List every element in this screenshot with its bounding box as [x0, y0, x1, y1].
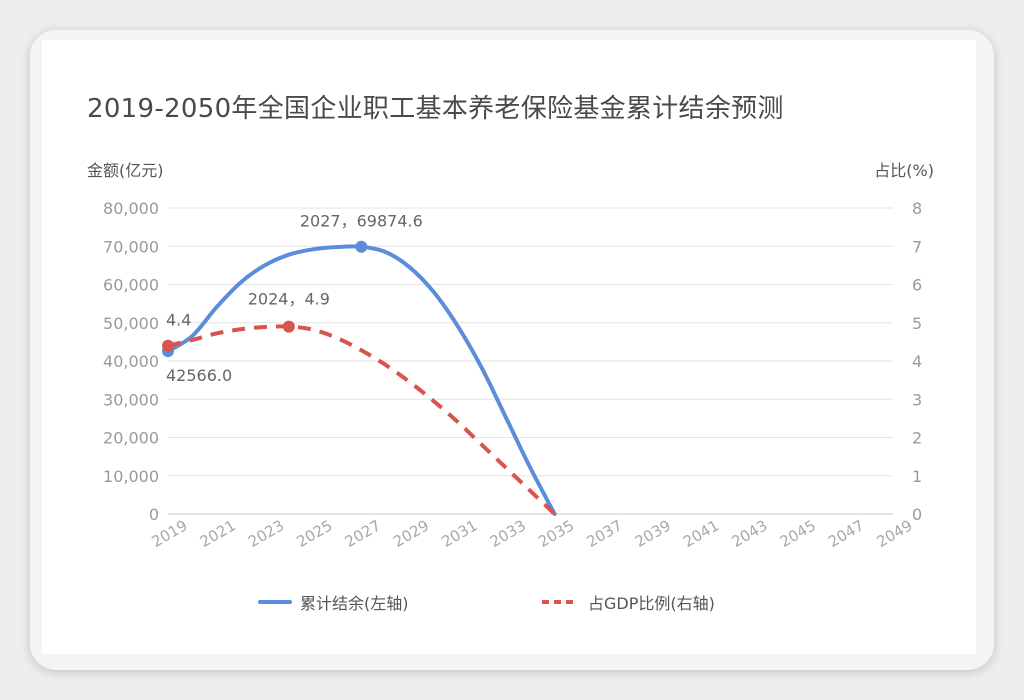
x-tick-label: 2021: [197, 516, 239, 551]
y-left-tick-label: 30,000: [103, 390, 159, 409]
x-tick-label: 2023: [245, 516, 287, 551]
chart-legend: 累计结余(左轴) 占GDP比例(右轴): [0, 590, 1024, 614]
y-left-tick-label: 80,000: [103, 199, 159, 218]
chart-title: 2019-2050年全国企业职工基本养老保险基金累计结余预测: [87, 94, 784, 124]
legend-item-gdp-ratio[interactable]: 占GDP比例(右轴): [540, 590, 715, 614]
x-tick-label: 2041: [680, 516, 722, 551]
x-tick-label: 2039: [632, 516, 674, 551]
y-left-tick-label: 0: [149, 505, 159, 524]
x-tick-label: 2043: [728, 516, 770, 551]
x-tick-label: 2027: [342, 516, 384, 551]
y-left-tick-label: 10,000: [103, 467, 159, 486]
y-right-tick-label: 6: [912, 276, 922, 295]
legend-swatch-solid: [258, 600, 292, 604]
y-right-tick-label: 1: [912, 467, 922, 486]
x-tick-label: 2045: [777, 516, 819, 551]
legend-label-balance: 累计结余(左轴): [300, 594, 409, 613]
legend-swatch-dashed: [542, 600, 578, 604]
x-tick-label: 2035: [535, 516, 577, 551]
y-left-tick-label: 60,000: [103, 276, 159, 295]
x-tick-label: 2025: [293, 516, 335, 551]
window-frame: [30, 30, 994, 670]
series-line-gdp-ratio: [167, 324, 557, 516]
y-right-tick-label: 5: [912, 314, 922, 333]
data-point-marker: [355, 240, 368, 253]
chart-card: [42, 40, 976, 654]
y-left-tick-label: 40,000: [103, 352, 159, 371]
data-label: 2024，4.9: [248, 290, 330, 309]
x-tick-label: 2049: [873, 516, 915, 551]
data-point-marker: [162, 339, 174, 352]
data-label: 4.4: [166, 311, 191, 330]
y-right-axis-title: 占比(%): [874, 161, 934, 180]
x-tick-label: 2029: [390, 516, 432, 551]
data-label: 2027，69874.6: [300, 212, 423, 231]
x-tick-label: 2033: [487, 516, 529, 551]
y-left-axis-title: 金额(亿元): [87, 161, 164, 180]
y-right-tick-label: 0: [912, 505, 922, 524]
x-tick-label: 2037: [583, 516, 625, 551]
data-label: 42566.0: [166, 366, 232, 385]
y-right-tick-label: 7: [912, 237, 922, 256]
y-left-tick-label: 70,000: [103, 237, 159, 256]
y-right-tick-label: 4: [912, 352, 922, 371]
y-right-tick-label: 2: [912, 429, 922, 448]
legend-item-balance[interactable]: 累计结余(左轴): [258, 590, 409, 614]
legend-label-gdp-ratio: 占GDP比例(右轴): [588, 594, 715, 613]
x-tick-label: 2047: [825, 516, 867, 551]
x-tick-label: 2031: [438, 516, 480, 551]
y-left-tick-label: 20,000: [103, 429, 159, 448]
y-right-tick-label: 8: [912, 199, 922, 218]
data-point-marker: [282, 320, 295, 333]
y-left-tick-label: 50,000: [103, 314, 159, 333]
y-right-tick-label: 3: [912, 390, 922, 409]
